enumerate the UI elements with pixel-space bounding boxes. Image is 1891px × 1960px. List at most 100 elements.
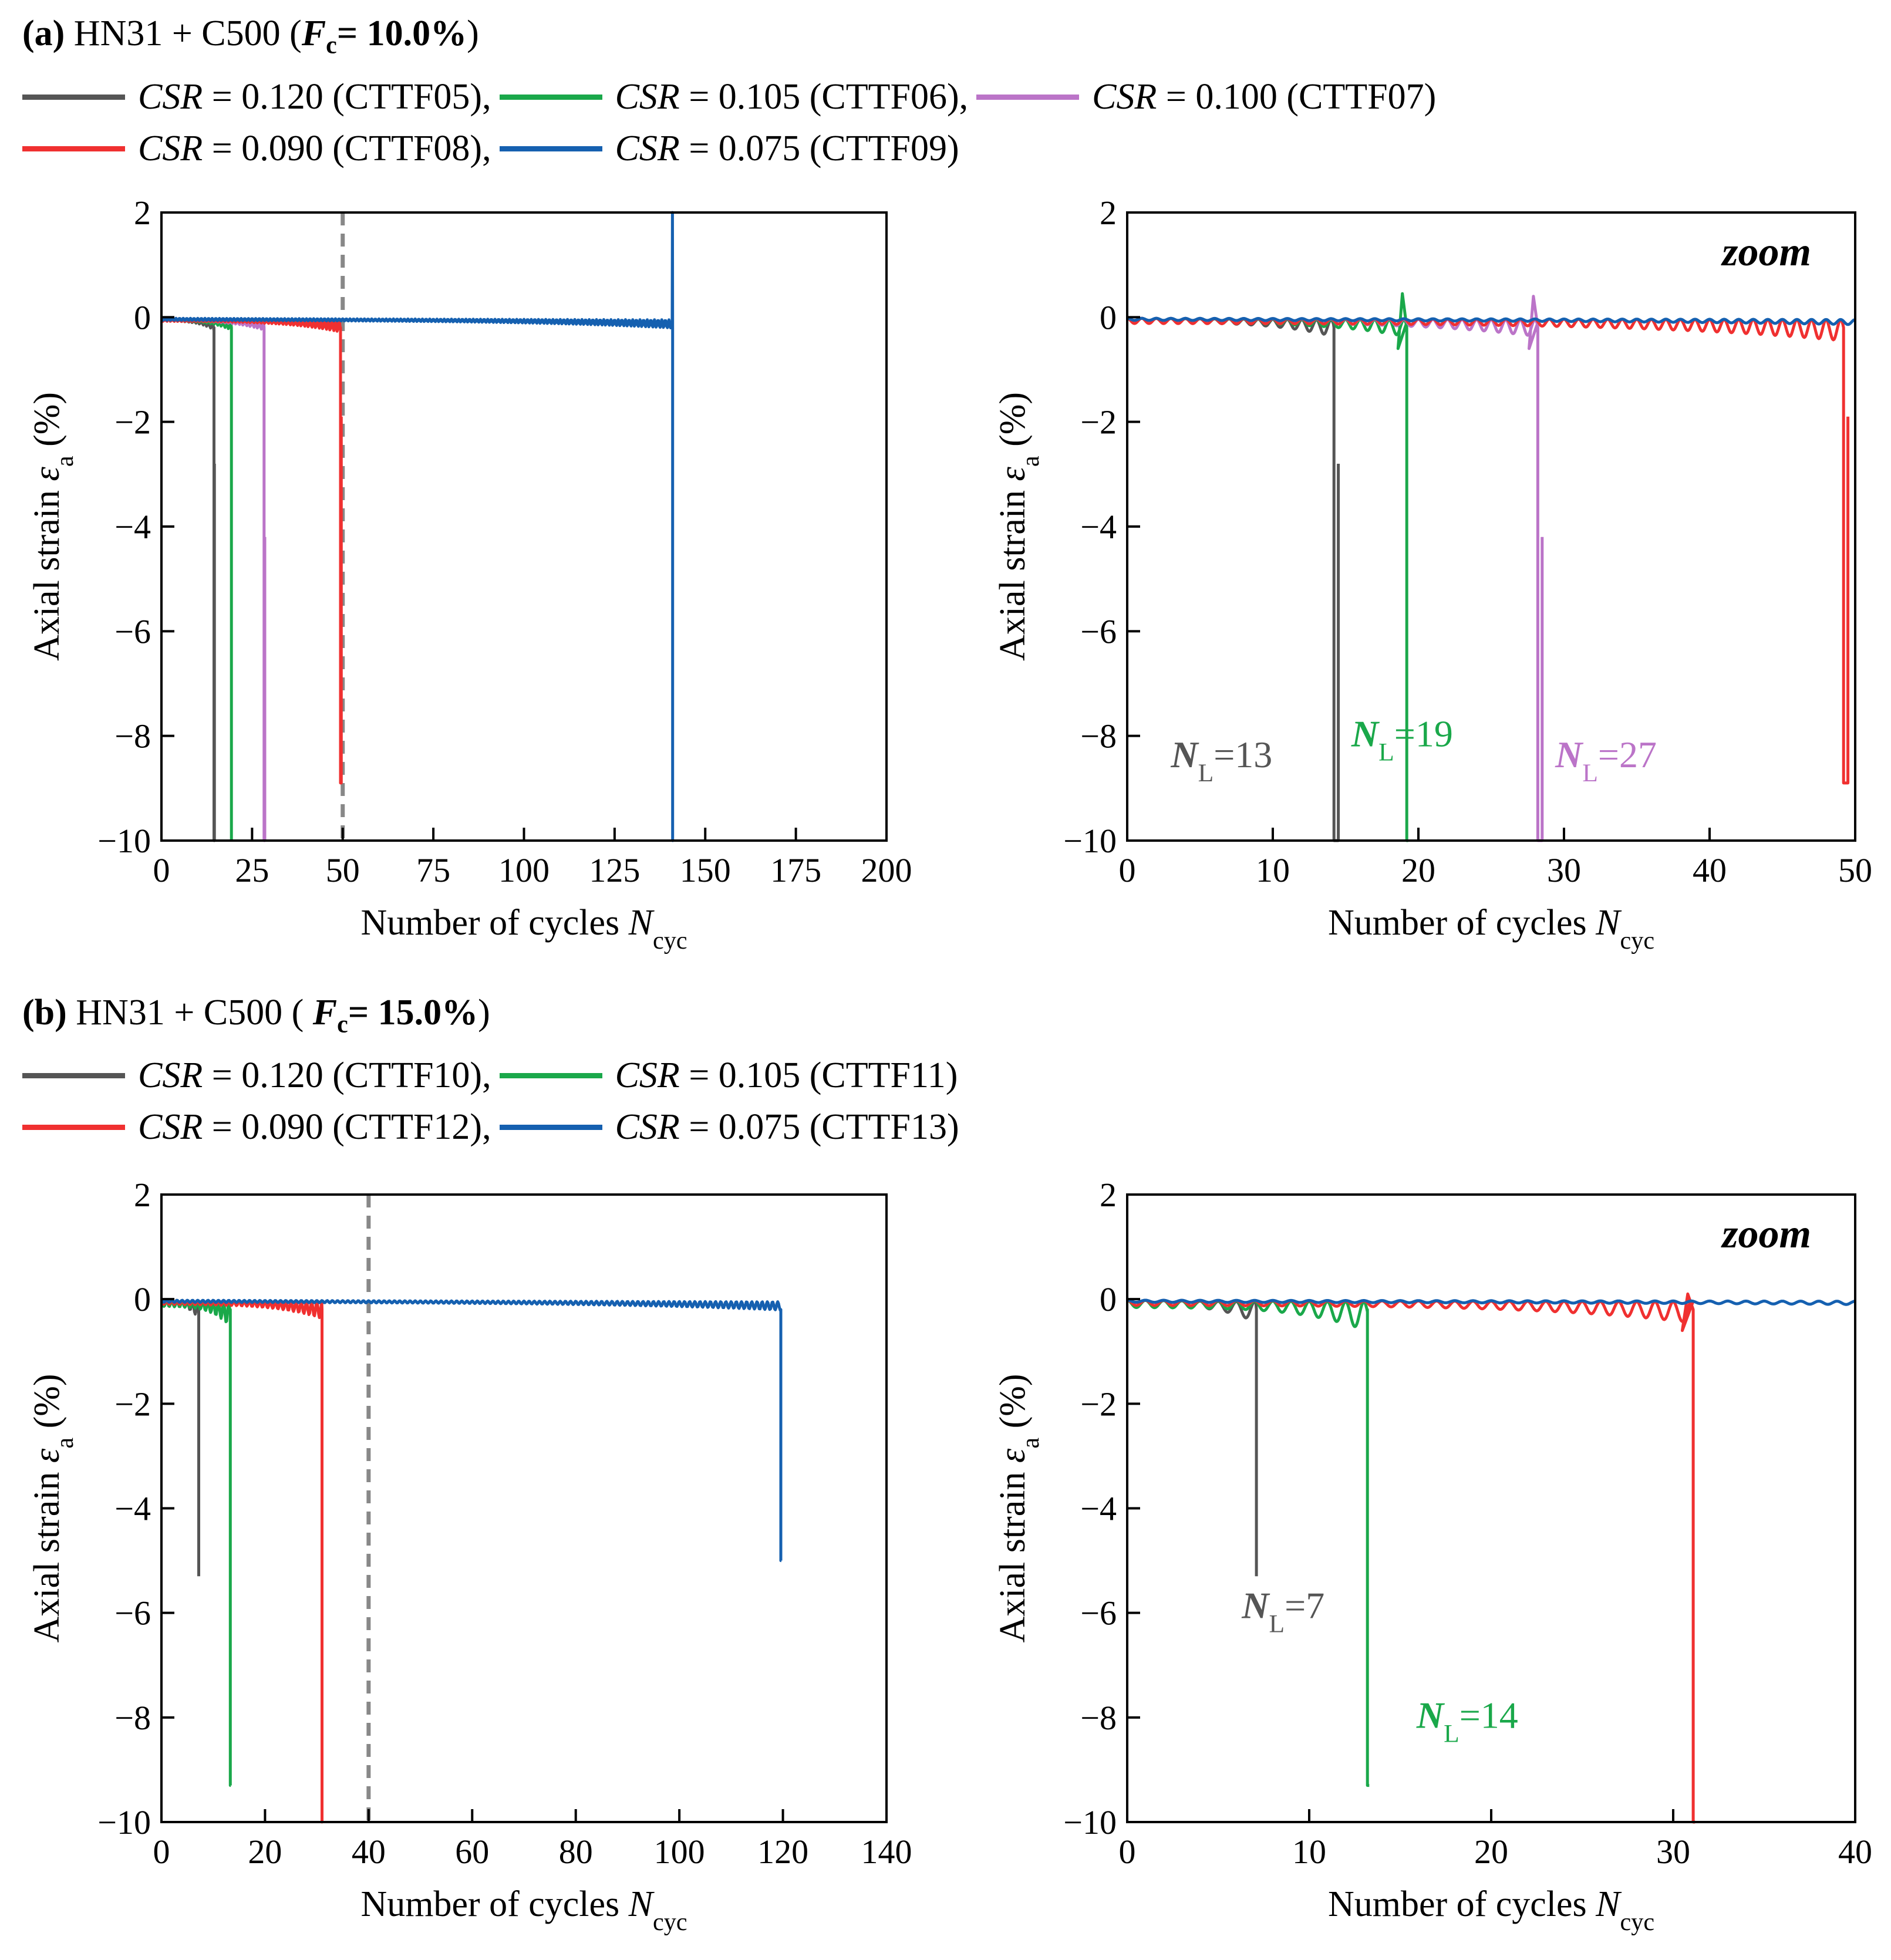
panel-a-fc-sub: c — [326, 32, 337, 59]
nl-annotation: NL=19 — [1351, 713, 1453, 767]
legend-csr: CSR — [138, 1055, 203, 1095]
panel-b-fc-sub: c — [337, 1011, 348, 1038]
legend-csr: CSR — [615, 1055, 680, 1095]
x-tick-label: 25 — [235, 851, 269, 889]
x-tick-label: 125 — [589, 851, 640, 889]
legend-swatch — [22, 146, 125, 151]
nl-annotation: NL=7 — [1241, 1585, 1324, 1638]
zoom-label: zoom — [1721, 1212, 1811, 1257]
x-axis-label-part: cyc — [653, 927, 687, 954]
y-tick-label: −6 — [1080, 612, 1117, 650]
x-tick-label: 75 — [416, 851, 450, 889]
y-axis-label-part: (%) — [27, 392, 67, 456]
y-tick-label: −4 — [114, 508, 151, 546]
legend-value: = 0.105 (CTTF06), — [679, 77, 969, 117]
series-line-cttf09 — [161, 211, 675, 842]
x-tick-label: 10 — [1292, 1833, 1326, 1871]
x-axis-label-part: Number of cycles — [360, 903, 628, 943]
x-tick-label: 20 — [1474, 1833, 1508, 1871]
x-tick-label: 150 — [680, 851, 731, 889]
legend-swatch — [499, 1125, 602, 1130]
x-tick-label: 200 — [861, 851, 912, 889]
y-axis-label: Axial strain εa (%) — [993, 392, 1044, 661]
series-group — [1127, 1292, 1855, 1824]
y-tick-label: −10 — [1063, 1803, 1117, 1841]
y-tick-label: 2 — [134, 194, 151, 232]
x-tick-label: 30 — [1547, 851, 1581, 889]
x-axis-label-part: cyc — [1620, 927, 1655, 954]
y-axis-label: Axial strain εa (%) — [993, 1374, 1044, 1642]
legend-swatch — [499, 95, 602, 100]
x-tick-label: 0 — [1119, 851, 1136, 889]
nl-annotation: NL=14 — [1416, 1695, 1518, 1748]
panel-b-legend-row-1: CSR = 0.120 (CTTF10), CSR = 0.105 (CTTF1… — [22, 1055, 966, 1097]
series-line-cttf13 — [161, 1298, 783, 1563]
x-tick-label: 0 — [153, 851, 170, 889]
panel-b-title-main: HN31 + C500 ( — [76, 993, 313, 1033]
y-tick-label: −4 — [114, 1490, 151, 1528]
y-axis-label-part: Axial strain — [27, 1463, 67, 1643]
y-tick-label: 0 — [134, 1280, 151, 1318]
legend-csr: CSR — [138, 77, 203, 117]
panel-b-tag: (b) — [22, 993, 67, 1033]
series-line-cttf13 — [1127, 1298, 1855, 1306]
y-tick-label: −10 — [97, 1803, 151, 1841]
y-tick-label: −8 — [1080, 717, 1117, 755]
y-axis-label-part: (%) — [27, 1374, 67, 1437]
legend-item-cttf13: CSR = 0.075 (CTTF13) — [499, 1106, 959, 1148]
nl-annotation: NL=13 — [1170, 734, 1272, 787]
y-axis-label: Axial strain εa (%) — [27, 392, 79, 661]
legend-value: = 0.120 (CTTF05), — [203, 77, 491, 117]
y-tick-label: −6 — [114, 612, 151, 650]
panel-a-title: (a) HN31 + C500 (Fc= 10.0%) — [22, 13, 479, 59]
legend-item-cttf11: CSR = 0.105 (CTTF11) — [499, 1055, 958, 1097]
y-tick-label: −6 — [114, 1594, 151, 1632]
series-line-cttf10 — [1127, 1298, 1258, 1577]
x-axis-label: Number of cycles Ncyc — [1328, 1884, 1654, 1936]
panel-a-legend-row-2: CSR = 0.090 (CTTF08), CSR = 0.075 (CTTF0… — [22, 128, 968, 170]
y-tick-label: 0 — [1100, 1280, 1117, 1318]
legend-csr: CSR — [615, 129, 680, 168]
legend-csr: CSR — [1092, 77, 1157, 117]
nl-annotation: NL=27 — [1555, 734, 1657, 787]
x-tick-label: 0 — [1119, 1833, 1136, 1871]
x-axis-label-part: Number of cycles — [1328, 1884, 1596, 1924]
legend-value: = 0.105 (CTTF11) — [679, 1055, 958, 1095]
y-axis-label-part: Axial strain — [993, 1463, 1033, 1643]
x-axis-label: Number of cycles Ncyc — [360, 1884, 687, 1936]
legend-csr: CSR — [615, 1107, 680, 1147]
legend-csr: CSR — [615, 77, 680, 117]
nl-annotation-part: N — [1170, 734, 1199, 775]
y-tick-label: −10 — [1063, 822, 1117, 860]
y-tick-label: −6 — [1080, 1594, 1117, 1632]
nl-annotation-part: L — [1582, 759, 1598, 787]
x-axis-label-part: Number of cycles — [1328, 903, 1596, 943]
series-line-cttf12 — [1127, 1292, 1696, 1824]
legend-value: = 0.100 (CTTF07) — [1157, 77, 1437, 117]
nl-annotation-part: N — [1241, 1585, 1270, 1627]
y-tick-label: −2 — [114, 1385, 151, 1423]
x-tick-label: 20 — [1401, 851, 1435, 889]
panel-b-fc-value: = 15.0% — [348, 993, 478, 1033]
panel-a-fc-value: = 10.0% — [336, 14, 467, 53]
legend-value: = 0.090 (CTTF12), — [203, 1107, 491, 1147]
y-tick-label: −10 — [97, 822, 151, 860]
x-tick-label: 40 — [352, 1833, 386, 1871]
legend-value: = 0.075 (CTTF09) — [679, 129, 959, 168]
legend-item-cttf07: CSR = 0.100 (CTTF07) — [976, 76, 1436, 118]
y-axis-label-part: ε — [993, 467, 1033, 481]
legend-value: = 0.090 (CTTF08), — [203, 129, 491, 168]
nl-annotation-part: =13 — [1214, 734, 1272, 775]
series-group — [161, 211, 675, 842]
x-tick-label: 40 — [1693, 851, 1727, 889]
nl-annotation-part: =7 — [1285, 1585, 1324, 1627]
y-tick-label: −2 — [1080, 403, 1117, 441]
nl-annotation-part: N — [1416, 1695, 1445, 1736]
legend-value: = 0.075 (CTTF13) — [679, 1107, 959, 1147]
x-tick-label: 80 — [559, 1833, 593, 1871]
y-tick-label: −2 — [1080, 1385, 1117, 1423]
x-tick-label: 0 — [153, 1833, 170, 1871]
y-tick-label: −8 — [114, 1699, 151, 1737]
